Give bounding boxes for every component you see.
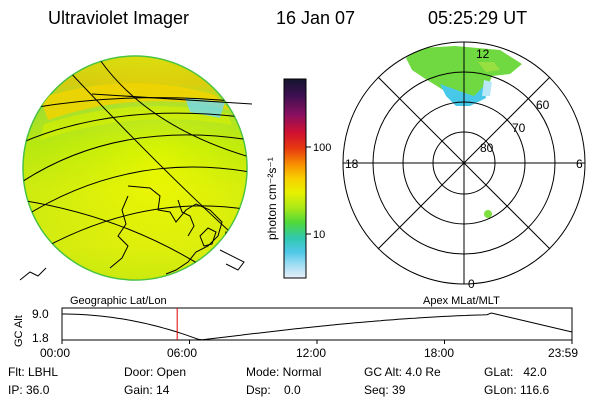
- status-ip: IP: 36.0: [8, 383, 50, 397]
- date-label: 16 Jan 07: [276, 8, 355, 28]
- status-mode: Mode: Normal: [246, 365, 321, 379]
- timeline-right-title: Apex MLat/MLT: [423, 295, 500, 307]
- status-dsp: Dsp: 0.0: [246, 383, 301, 397]
- mlt-label-12: 12: [476, 47, 490, 61]
- polar-plot: 12 18 6 0 60 70 80: [342, 41, 586, 291]
- status-filter: Flt: LBHL: [8, 365, 58, 379]
- timeline-y-tick-top: 9.0: [32, 307, 49, 321]
- timeline-x-tick-0000: 00:00: [40, 346, 70, 360]
- timeline-x-tick-1800: 18:00: [424, 346, 454, 360]
- instrument-title: Ultraviolet Imager: [48, 8, 189, 28]
- timeline-left-title: Geographic Lat/Lon: [70, 295, 167, 307]
- mlat-label-70: 70: [512, 121, 526, 135]
- mlat-label-60: 60: [536, 98, 550, 112]
- altitude-curve: [62, 312, 573, 341]
- timeline-x-tick-1200: 12:00: [296, 346, 326, 360]
- status-glat: GLat: 42.0: [484, 365, 547, 379]
- colorbar-unit-label: photon cm⁻²s⁻¹: [265, 157, 279, 240]
- mlt-label-0: 0: [468, 277, 475, 291]
- timeline-y-label: GC Alt: [13, 315, 25, 347]
- status-panel: Flt: LBHL IP: 36.0 Door: Open Gain: 14 M…: [8, 365, 549, 397]
- mlt-label-18: 18: [345, 157, 359, 171]
- status-gain: Gain: 14: [124, 383, 170, 397]
- mlt-label-6: 6: [576, 157, 583, 171]
- status-gc-alt: GC Alt: 4.0 Re: [364, 365, 441, 379]
- altitude-timeline: Geographic Lat/Lon Apex MLat/MLT GC Alt …: [13, 295, 578, 360]
- status-door: Door: Open: [124, 365, 186, 379]
- colorbar-tick-10: 10: [313, 229, 325, 241]
- time-label: 05:25:29 UT: [428, 8, 527, 28]
- earth-disk-image: [19, 55, 253, 281]
- status-glon: GLon: 116.6: [484, 383, 549, 397]
- status-seq: Seq: 39: [364, 383, 406, 397]
- timeline-x-tick-2359: 23:59: [548, 346, 578, 360]
- mlat-label-80: 80: [480, 141, 494, 155]
- colorbar-tick-100: 100: [313, 142, 331, 154]
- colorbar: 100 10 photon cm⁻²s⁻¹: [265, 78, 331, 279]
- timeline-y-tick-bottom: 1.8: [32, 331, 49, 345]
- timeline-x-tick-0600: 06:00: [167, 346, 197, 360]
